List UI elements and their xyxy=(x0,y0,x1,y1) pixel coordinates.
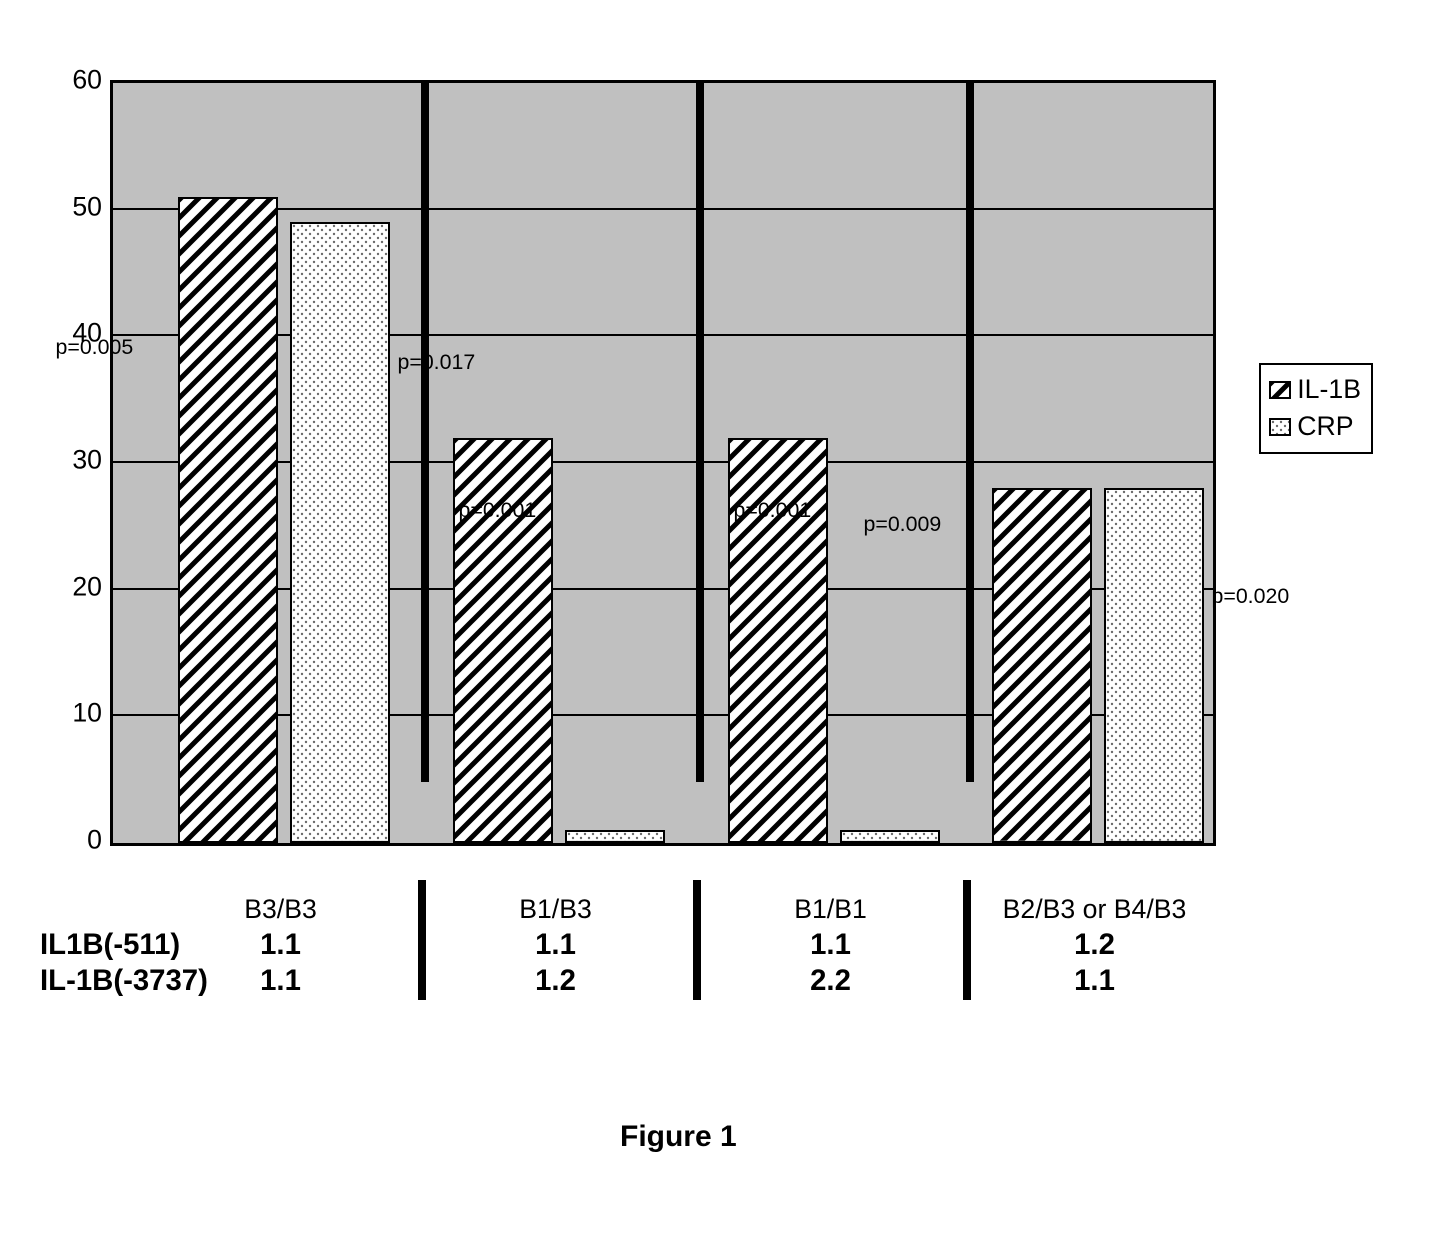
p-value-label: p=0.009 xyxy=(864,512,942,537)
p-value-label: p=0.017 xyxy=(398,350,476,375)
y-tick-label: 60 xyxy=(72,65,102,96)
y-tick-label: 0 xyxy=(87,825,102,856)
group-separator xyxy=(966,83,974,782)
x-group-label: B1/B3 xyxy=(519,894,592,925)
bar-B1/B3-crp xyxy=(565,830,665,843)
x-row-value: 1.1 xyxy=(1074,964,1115,998)
legend: IL-1BCRP xyxy=(1259,363,1373,454)
bar-B2/B3 or B4/B3-il1b xyxy=(992,488,1092,843)
legend-swatch xyxy=(1269,381,1291,399)
bar-B1/B1-crp xyxy=(840,830,940,843)
x-row-value: 1.1 xyxy=(260,928,301,962)
gridline xyxy=(113,334,1213,336)
group-separator-ext xyxy=(963,880,971,1000)
group-separator xyxy=(696,83,704,782)
x-row-header: IL-1B(-3737) xyxy=(40,964,208,998)
bar-B3/B3-il1b xyxy=(178,197,278,843)
legend-label: CRP xyxy=(1297,408,1353,445)
y-tick-label: 50 xyxy=(72,191,102,222)
p-value-label: p=0.001 xyxy=(734,498,812,523)
legend-swatch xyxy=(1269,418,1291,436)
x-group-label: B2/B3 or B4/B3 xyxy=(1003,894,1187,925)
legend-label: IL-1B xyxy=(1297,371,1361,408)
y-axis: 0102030405060 xyxy=(40,80,110,840)
bar-B3/B3-crp xyxy=(290,222,390,843)
y-tick-label: 20 xyxy=(72,571,102,602)
x-row-header: IL1B(-511) xyxy=(40,928,180,962)
x-group-label: B3/B3 xyxy=(244,894,317,925)
x-row-value: 1.2 xyxy=(535,964,576,998)
plot-area: p=0.005p=0.017p=0.001p=0.001p=0.009p=0.0… xyxy=(110,80,1216,846)
x-group-label: B1/B1 xyxy=(794,894,867,925)
x-row-value: 1.1 xyxy=(810,928,851,962)
x-row-value: 1.1 xyxy=(260,964,301,998)
legend-item: CRP xyxy=(1269,408,1361,445)
legend-item: IL-1B xyxy=(1269,371,1361,408)
y-tick-label: 10 xyxy=(72,698,102,729)
group-separator-ext xyxy=(418,880,426,1000)
x-row-value: 1.2 xyxy=(1074,928,1115,962)
group-separator-ext xyxy=(693,880,701,1000)
y-tick-label: 30 xyxy=(72,445,102,476)
gridline xyxy=(113,208,1213,210)
p-value-label: p=0.001 xyxy=(459,498,537,523)
x-row-value: 2.2 xyxy=(810,964,851,998)
p-value-label: p=0.005 xyxy=(56,335,134,360)
figure-title: Figure 1 xyxy=(620,1120,737,1154)
x-row-value: 1.1 xyxy=(535,928,576,962)
bar-B2/B3 or B4/B3-crp xyxy=(1104,488,1204,843)
p-value-label: p=0.020 xyxy=(1212,584,1290,609)
group-separator xyxy=(421,83,429,782)
gridline xyxy=(113,461,1213,463)
